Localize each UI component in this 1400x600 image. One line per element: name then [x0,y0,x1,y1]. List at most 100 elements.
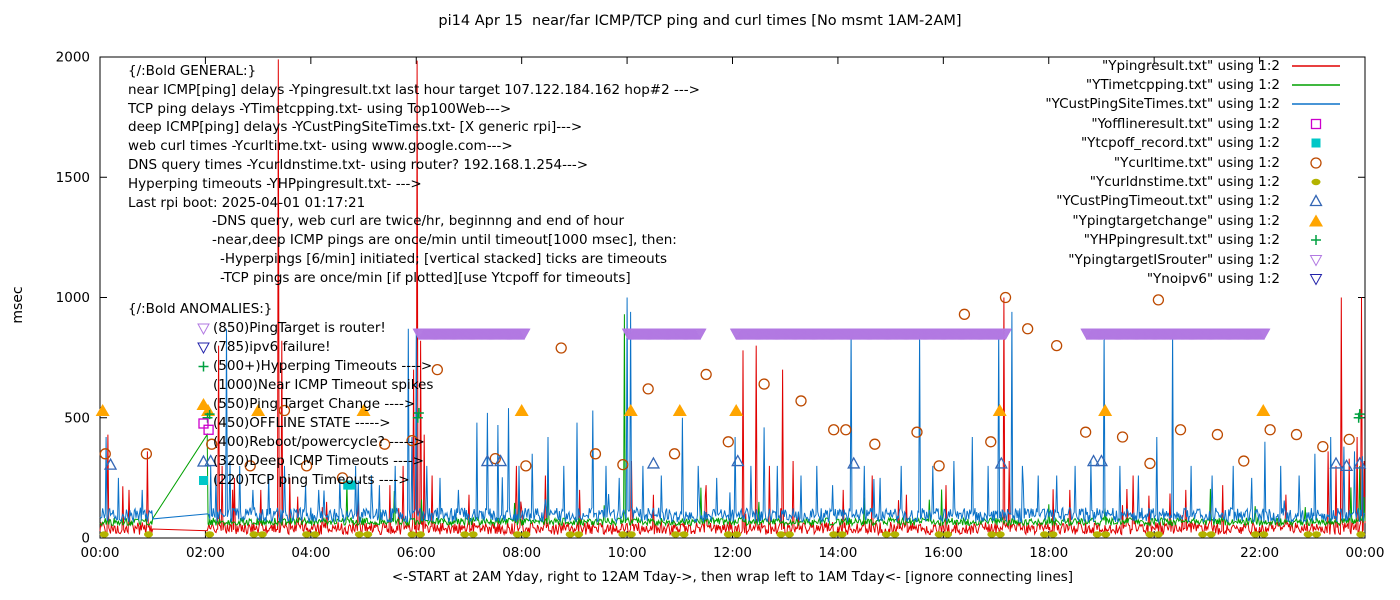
legend-entry: "YCustPingSiteTimes.txt" using 1:2 [1045,95,1344,114]
anomaly-item: (450)OFFLINE STATE -----> [196,414,433,433]
legend-label: "YCustPingTimeout.txt" using 1:2 [1056,193,1280,210]
legend-entry: "Ypingtargetchange" using 1:2 [1045,211,1344,230]
anomaly-text: (550)Ping Target Change ----> [213,396,416,413]
x-tick-label: 10:00 [608,545,647,561]
x-tick-label: 12:00 [713,545,752,561]
axes: 0 500 1000 1500 2000 00:00 02:00 04:00 06:00 08:0… [56,50,1385,562]
y-tick-label: 1000 [56,290,90,306]
anomaly-item: (550)Ping Target Change ----> [196,395,433,414]
legend-tri-down-open-icon [1309,254,1323,267]
series-YCustPingTimeout.txt [103,454,1367,472]
general-line: -TCP pings are once/min [if plotted][use… [220,269,631,286]
anomaly-marker-slot [196,397,213,412]
legend-entry: "YpingtargetISrouter" using 1:2 [1045,250,1344,269]
legend-square-filled-icon [1311,138,1321,148]
legend-label: "YpingtargetISrouter" using 1:2 [1068,251,1280,268]
x-tick-label: 02:00 [186,545,225,561]
legend-label: "Ytcpoff_record.txt" using 1:2 [1080,135,1280,152]
series-Ypingresult.txt [99,59,1366,537]
legend-entry: "YTimetcpping.txt" using 1:2 [1045,75,1344,94]
series-YCustPingSiteTimes.txt [99,297,1365,525]
x-tick-label: 04:00 [291,545,330,561]
general-line: TCP ping delays -YTimetcpping.txt- using… [128,100,512,117]
legend-entry: "Ypingresult.txt" using 1:2 [1045,56,1344,75]
series-Ycurltime.txt [99,291,1355,484]
legend-tri-up-open-icon [1309,194,1323,207]
anomaly-text: (220)TCP ping Timeouts ----> [213,472,410,489]
series-Ycurldnstime.txt [99,531,1366,538]
legend-entry: "Ytcpoff_record.txt" using 1:2 [1045,134,1344,153]
legend-circle-open-icon [1310,156,1322,169]
anomaly-text: (500+)Hyperping Timeouts ----> [213,358,433,375]
x-tick-label: 08:00 [502,545,541,561]
anomaly-item: (1000)Near ICMP Timeout spikes [196,376,433,395]
anomalies-heading: {/:Bold ANOMALIES:} [128,301,273,317]
x-axis-label: <-START at 2AM Yday, right to 12AM Tday-… [391,569,1074,585]
general-line: -Hyperpings [6/min] initiated; [vertical… [220,250,668,267]
general-line: near ICMP[ping] delays -Ypingresult.txt … [128,81,700,98]
anomaly-text: (1000)Near ICMP Timeout spikes [213,377,434,394]
legend-label: "YCustPingSiteTimes.txt" using 1:2 [1045,96,1280,113]
legend-label: "YTimetcpping.txt" using 1:2 [1085,77,1280,94]
plus-icon [198,361,209,372]
square-filled-icon [199,475,208,485]
anomaly-text: (450)OFFLINE STATE -----> [213,415,391,432]
x-tick-label: 00:00 [81,545,120,561]
general-heading: {/:Bold GENERAL:} [128,63,257,79]
x-tick-label: 20:00 [1135,545,1174,561]
anomaly-item: (850)PingTarget is router! [196,319,433,338]
y-tick-label: 500 [64,410,90,426]
anomaly-item: (220)TCP ping Timeouts ----> [196,471,433,490]
legend-plus-icon [1311,235,1321,246]
anomaly-marker-slot [196,321,213,336]
series-YHPpingresult.txt [202,407,1365,423]
x-tick-label: 14:00 [818,545,857,561]
general-annotations: {/:Bold GENERAL:} near ICMP[ping] delays… [128,62,700,288]
x-tick-label: 16:00 [924,545,963,561]
legend-entry: "Ycurltime.txt" using 1:2 [1045,153,1344,172]
chart-title: pi14 Apr 15 near/far ICMP/TCP ping and c… [438,13,962,29]
legend-line-sample-icon [1292,64,1340,67]
anomaly-item: (500+)Hyperping Timeouts ----> [196,357,433,376]
x-tick-label: 22:00 [1240,545,1279,561]
legend-tri-up-filled-icon [1309,214,1323,227]
y-tick-label: 2000 [56,50,90,66]
legend-tri-down-open-icon [1309,273,1323,286]
legend-label: "Ycurltime.txt" using 1:2 [1113,154,1280,171]
legend-entry: "Yofflineresult.txt" using 1:2 [1045,114,1344,133]
y-tick-label: 0 [81,531,90,547]
legend-entry: "Ynoipv6" using 1:2 [1045,269,1344,288]
anomaly-text: (400)Reboot/powercycle? -----> [213,434,425,451]
legend-circle-filled-icon [1311,178,1321,186]
x-tick-label: 06:00 [397,545,436,561]
general-line: -DNS query, web curl are twice/hr, begin… [212,213,625,230]
general-line: DNS query times -Ycurldnstime.txt- using… [128,156,589,173]
x-tick-label: 18:00 [1029,545,1068,561]
anomaly-item: (320)Deep ICMP Timeouts ----> [196,452,433,471]
tri-up-filled-icon [196,397,211,410]
general-line: Last rpi boot: 2025-04-01 01:17:21 [128,194,366,211]
legend-label: "Ypingtargetchange" using 1:2 [1072,212,1280,229]
legend-label: "Ynoipv6" using 1:2 [1146,270,1280,287]
legend-square-open-icon [1310,118,1322,130]
series-Ypingtargetchange [95,404,1271,417]
tri-down-open-icon [197,323,210,335]
tri-down-open-icon [197,342,210,354]
legend-entry: "YHPpingresult.txt" using 1:2 [1045,231,1344,250]
legend: "Ypingresult.txt" using 1:2 "YTimetcpping… [1045,56,1344,289]
anomaly-marker-slot [196,340,213,355]
anomalies-annotations: {/:Bold ANOMALIES:} (850)PingTarget is r… [128,300,433,490]
anomaly-text: (320)Deep ICMP Timeouts ----> [213,453,424,470]
series-Ytcpoff_record.txt [343,480,356,490]
general-line: Hyperping timeouts -YHPpingresult.txt- -… [128,175,422,192]
anomaly-text: (850)PingTarget is router! [213,320,386,337]
legend-label: "Ypingresult.txt" using 1:2 [1102,57,1280,74]
anomaly-item: (400)Reboot/powercycle? -----> [196,433,433,452]
general-line: web curl times -Ycurltime.txt- using www… [128,138,513,155]
anomaly-item: (785)ipv6 failure! [196,338,433,357]
legend-label: "Ycurldnstime.txt" using 1:2 [1089,174,1280,191]
legend-line-sample-icon [1292,84,1340,86]
legend-line-sample-icon [1292,103,1340,106]
